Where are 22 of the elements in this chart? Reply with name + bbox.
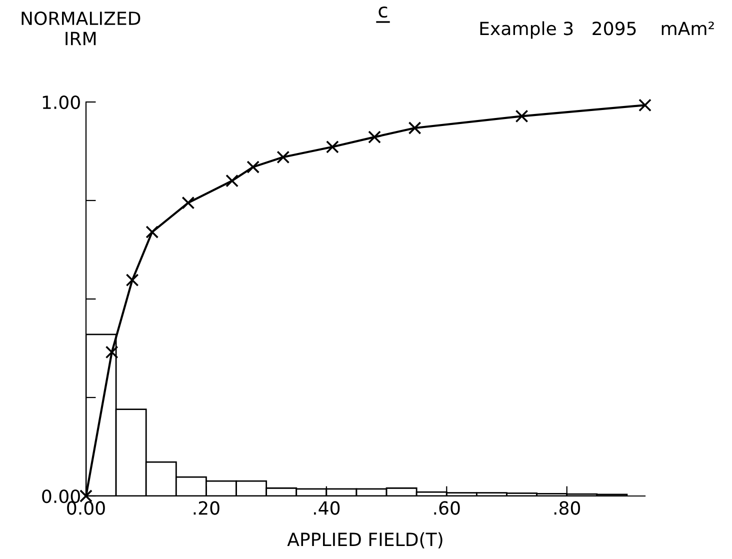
chart-title: c <box>378 6 388 18</box>
y-axis-title: NORMALIZED IRM <box>22 11 140 46</box>
x-tick-label: 0.00 <box>67 501 105 515</box>
point <box>368 130 381 144</box>
point <box>246 160 260 174</box>
point <box>515 110 528 123</box>
x-axis-title: APPLIED FIELD(T) <box>287 532 442 548</box>
point <box>326 140 339 154</box>
point <box>408 122 422 134</box>
point <box>146 226 159 238</box>
point <box>226 174 239 188</box>
x-tick-label: .80 <box>554 501 580 515</box>
point <box>182 196 195 210</box>
y-tick-label: 1.00 <box>42 95 80 110</box>
point <box>105 346 118 359</box>
x-tick-label: .20 <box>194 501 220 515</box>
x-tick-label: .60 <box>434 501 460 515</box>
point <box>126 274 139 287</box>
point <box>276 150 290 164</box>
x-tick-label: .40 <box>314 501 340 515</box>
chart-subtitle: Example 3 2095 mAm² <box>480 21 714 39</box>
point <box>638 98 652 112</box>
